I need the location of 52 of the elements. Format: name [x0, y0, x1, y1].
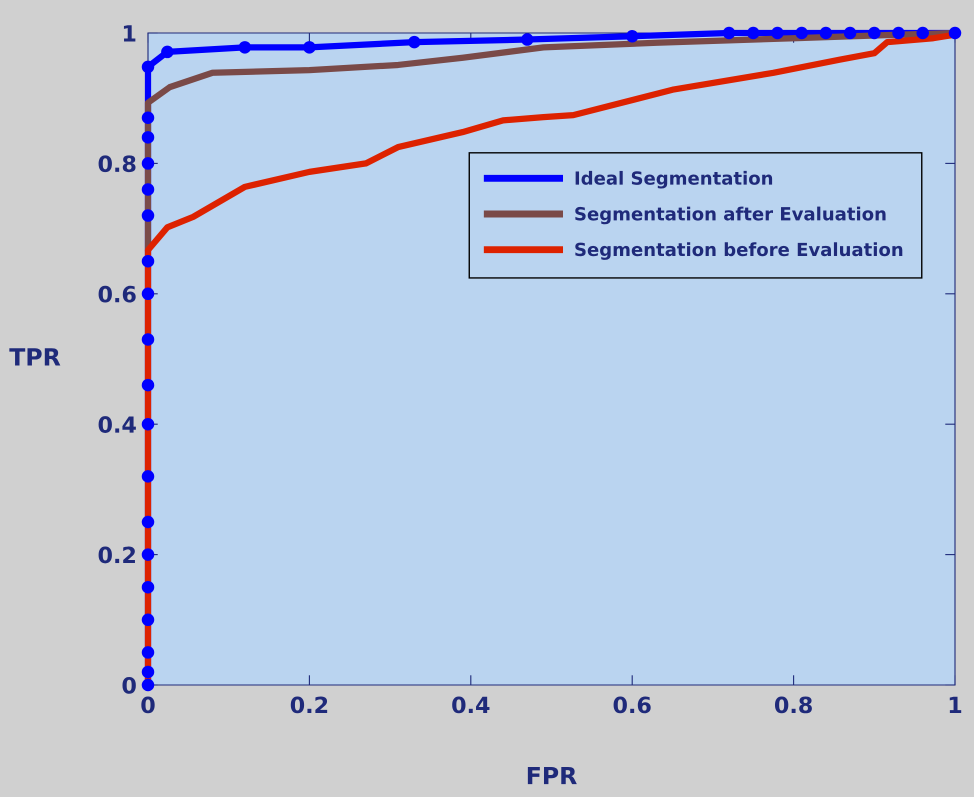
point: [142, 418, 154, 430]
point: [142, 157, 154, 170]
point: [142, 254, 154, 268]
x-axis-title: FPR: [528, 766, 577, 784]
point: [868, 26, 881, 40]
point: [142, 209, 154, 222]
point: [142, 614, 154, 626]
point: [161, 46, 174, 58]
x-tick-label: 0: [141, 696, 155, 714]
point: [142, 288, 154, 300]
point: [820, 26, 832, 40]
point: [892, 26, 905, 40]
point: [142, 183, 154, 196]
y-tick-label: 1: [124, 25, 136, 42]
point: [303, 41, 316, 54]
point: [795, 26, 808, 40]
point: [626, 30, 638, 43]
y-axis-title: TPR: [9, 348, 60, 366]
x-tick-label: 0.8: [774, 696, 812, 714]
point: [142, 378, 154, 392]
point: [771, 26, 784, 40]
x-tick-label: 0.4: [452, 696, 490, 714]
point: [142, 580, 154, 594]
y-tick-label: 0.8: [98, 155, 136, 172]
point: [142, 678, 154, 692]
point: [142, 666, 154, 678]
point: [142, 646, 154, 659]
x-tick-label: 0.6: [614, 696, 651, 714]
point: [238, 41, 252, 54]
x-tick-label: 0.2: [290, 696, 328, 714]
y-tick-label: 0: [122, 676, 136, 694]
legend-label: Segmentation after Evaluation: [575, 206, 886, 224]
legend-label: Segmentation before Evaluation: [575, 242, 902, 260]
point: [747, 26, 760, 40]
point: [142, 470, 154, 483]
point: [142, 516, 154, 528]
y-tick-label: 0.2: [98, 546, 135, 564]
point: [142, 131, 154, 144]
point: [948, 26, 962, 40]
point: [142, 548, 154, 561]
x-tick-label: 1: [950, 696, 962, 713]
y-tick-label: 0.6: [98, 286, 136, 303]
point: [408, 36, 421, 48]
point: [916, 26, 929, 40]
point: [844, 26, 856, 40]
point: [142, 333, 154, 346]
legend-label: Ideal Segmentation: [576, 170, 772, 189]
point: [142, 60, 154, 74]
point: [521, 33, 534, 46]
point: [142, 112, 154, 124]
y-tick-label: 0.4: [98, 416, 136, 433]
point: [722, 26, 736, 40]
